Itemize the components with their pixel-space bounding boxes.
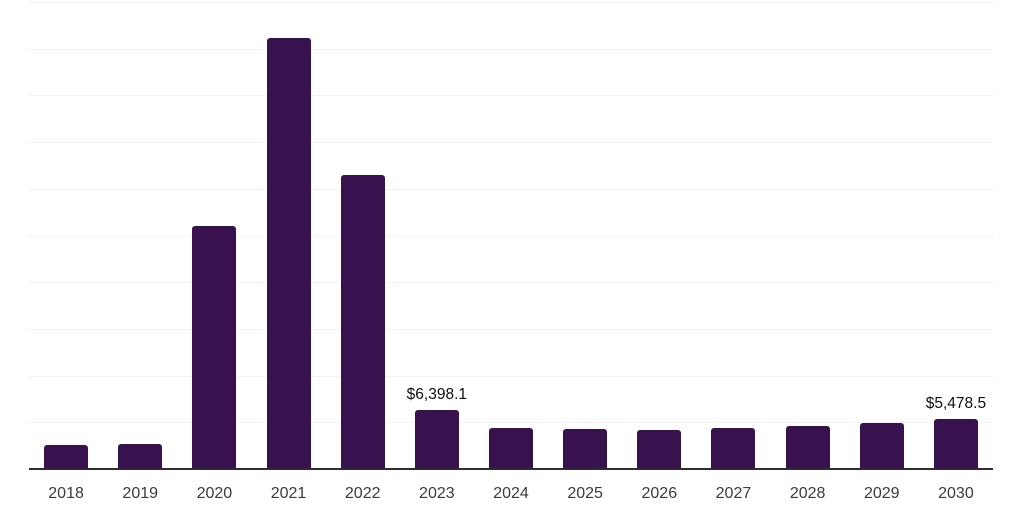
data-label-2030: $5,478.5: [925, 394, 987, 412]
bar-2026: [637, 429, 682, 469]
bar-2018: [44, 445, 89, 469]
x-tick-label-2028: 2028: [789, 485, 826, 502]
x-axis-line: [29, 468, 993, 470]
x-tick-label-2023: 2023: [419, 485, 455, 502]
x-tick-label-2018: 2018: [48, 485, 84, 502]
gridline: [29, 235, 993, 237]
bar-2027: [711, 427, 756, 469]
gridline: [29, 48, 993, 50]
bar-2024: [489, 427, 533, 469]
gridline: [29, 282, 993, 284]
bar-2020: [192, 226, 237, 469]
bar-2021: [266, 37, 311, 469]
gridline: [29, 2, 993, 3]
x-tick-label-2025: 2025: [567, 485, 603, 502]
x-tick-label-2030: 2030: [938, 485, 974, 502]
x-tick-label-2024: 2024: [493, 485, 529, 502]
x-tick-label-2020: 2020: [196, 485, 233, 502]
bar-2022: [340, 175, 385, 469]
bar-2030: [933, 418, 978, 469]
gridline: [29, 188, 993, 190]
gridline: [29, 328, 993, 330]
x-tick-label-2021: 2021: [270, 485, 307, 502]
x-tick-label-2022: 2022: [344, 485, 381, 502]
bar-2029: [859, 423, 904, 469]
x-tick-label-2019: 2019: [122, 485, 159, 502]
bar-2019: [118, 443, 163, 469]
bar-2023: [414, 410, 459, 469]
x-tick-label-2029: 2029: [863, 485, 900, 502]
bar-2025: [563, 428, 608, 469]
gridline: [29, 375, 993, 377]
data-label-2023: $6,398.1: [406, 386, 468, 404]
gridline: [29, 95, 993, 97]
bar-2028: [785, 425, 830, 469]
x-tick-label-2027: 2027: [715, 485, 752, 502]
x-tick-label-2026: 2026: [641, 485, 678, 502]
gridline: [29, 142, 993, 144]
gridline: [29, 422, 993, 424]
